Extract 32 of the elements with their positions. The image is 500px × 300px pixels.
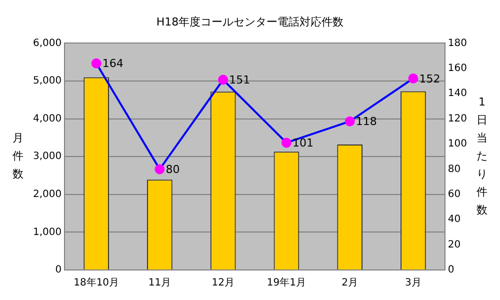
y-tick-label: 6,000 (32, 38, 62, 49)
y2-axis-title: 1日当たり件数 (476, 95, 488, 216)
data-label: 152 (419, 72, 440, 86)
data-label: 80 (166, 163, 180, 176)
y-tick-label: 3,000 (32, 151, 62, 162)
data-label: 118 (356, 115, 377, 128)
x-tick-label: 11月 (148, 278, 172, 289)
y-tick-label: 4,000 (32, 113, 62, 124)
x-tick-label: 19年1月 (266, 276, 306, 289)
y2-tick-label: 60 (448, 188, 461, 200)
y2-tick-label: 40 (448, 214, 461, 226)
x-tick-label: 3月 (405, 278, 422, 289)
data-label: 101 (292, 136, 314, 150)
data-label: 151 (229, 74, 250, 87)
y-tick-label: 5,000 (32, 76, 62, 87)
y2-tick-label: 80 (448, 164, 461, 175)
x-tick-label: 12月 (212, 278, 234, 289)
y-tick-label: 1,000 (32, 226, 62, 238)
y2-tick-label: 160 (448, 62, 468, 74)
y2-tick-label: 140 (448, 88, 468, 100)
data-label: 164 (102, 57, 124, 70)
y-tick-label: 0 (55, 264, 62, 276)
chart-title: H18年度コールセンター電話対応件数 (156, 15, 344, 28)
y2-tick-label: 0 (448, 264, 454, 276)
y-tick-label: 2,000 (32, 188, 62, 200)
y2-tick-label: 180 (448, 38, 468, 49)
x-tick-label: 18年10月 (74, 276, 120, 289)
y-axis-title: 月件数 (12, 131, 24, 180)
y2-tick-label: 20 (448, 239, 461, 250)
y2-tick-label: 100 (448, 138, 468, 150)
x-tick-label: 2月 (342, 278, 358, 289)
y2-tick-label: 120 (448, 113, 468, 124)
